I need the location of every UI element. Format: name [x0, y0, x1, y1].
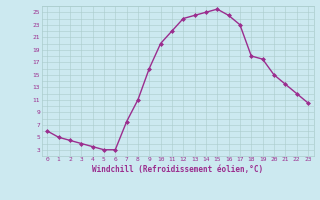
X-axis label: Windchill (Refroidissement éolien,°C): Windchill (Refroidissement éolien,°C) [92, 165, 263, 174]
